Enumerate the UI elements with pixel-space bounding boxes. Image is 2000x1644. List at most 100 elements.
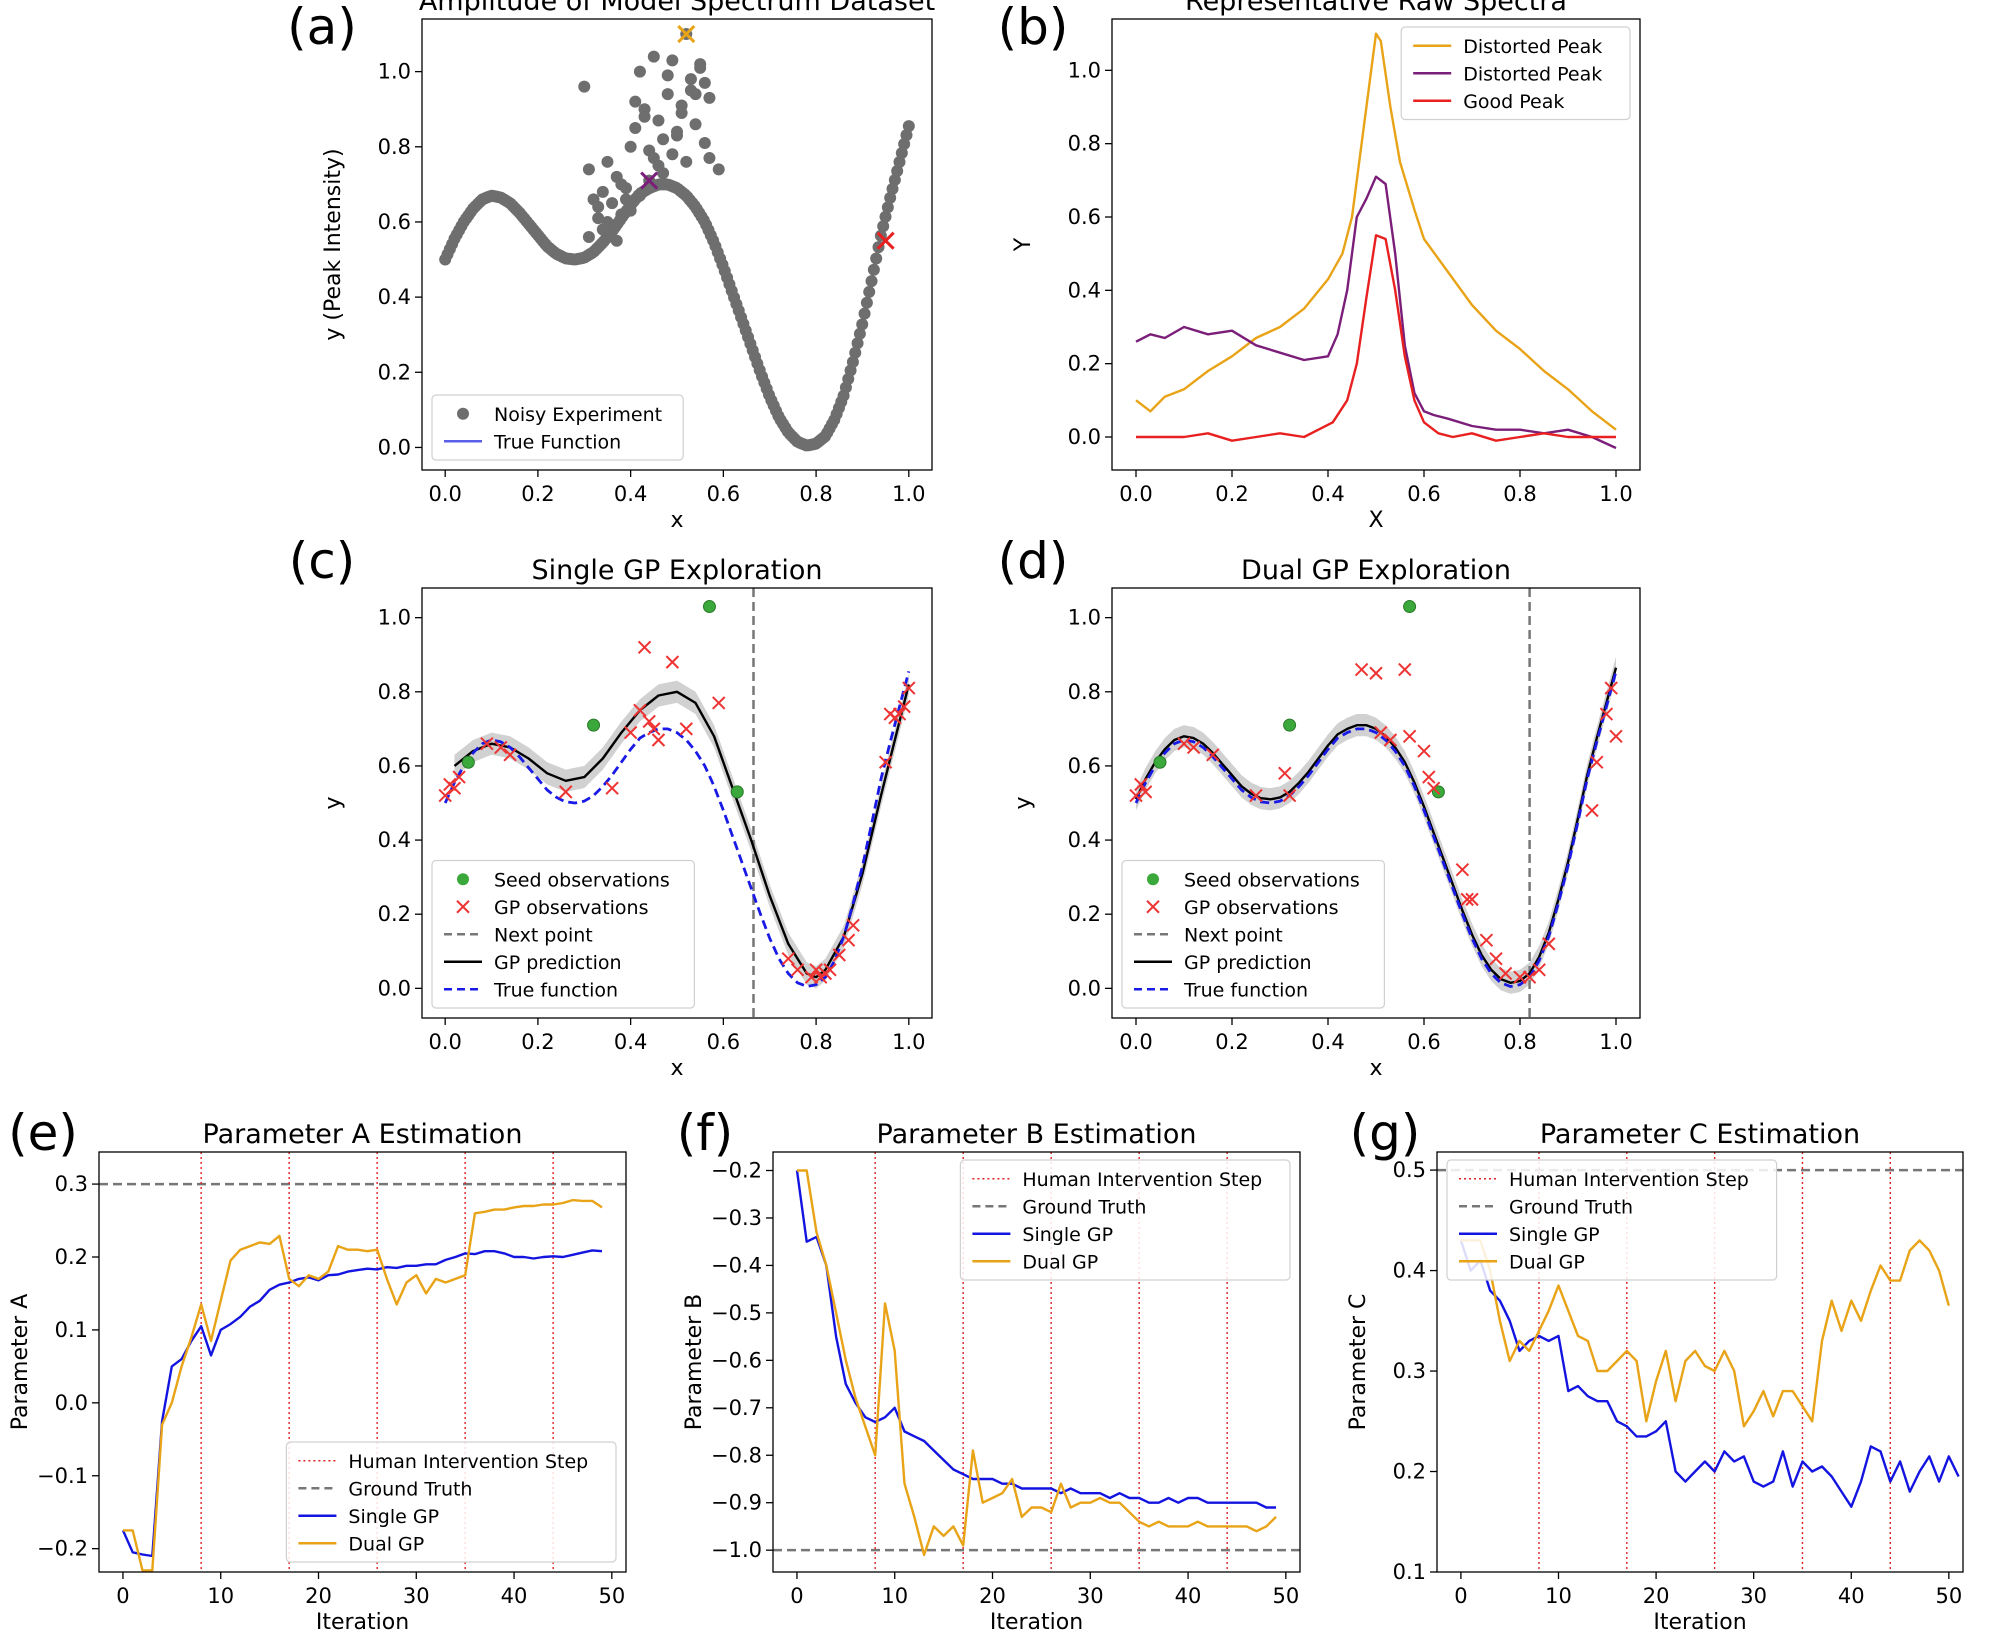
legend-entry: GP observations	[1184, 897, 1339, 919]
series-dual-gp-line	[123, 1198, 603, 1572]
y-tick-label: −1.0	[711, 1538, 762, 1562]
y-tick-label: 0.1	[55, 1318, 88, 1342]
x-marker	[677, 24, 696, 44]
panel-f: 0 10 20 30 40 50 −0.2 −0.3 −0.4 −0.5 −0.6 −0.7 −0.8 −…	[677, 1104, 1301, 1635]
data-point	[596, 185, 609, 198]
axes-frame	[98, 1151, 627, 1573]
x-marker	[1532, 963, 1546, 977]
axes-frame	[421, 18, 933, 471]
data-point	[633, 65, 646, 78]
x-axis-label: x	[1369, 1056, 1382, 1081]
y-tick-label: 0.8	[378, 135, 411, 159]
x-marker	[438, 788, 452, 803]
x-marker	[494, 740, 508, 755]
data-point	[884, 191, 897, 204]
legend-entry: Ground Truth	[348, 1478, 472, 1500]
x-tick-label: 30	[1077, 1584, 1104, 1608]
y-axis-label: Y	[1011, 237, 1036, 252]
panel-b: 0.0 0.2 0.4 0.6 0.8 1.0 0.0 0.2 0.4 0.6 0.8 1.0 X Y Re…	[998, 0, 1641, 533]
data-point	[629, 95, 642, 108]
data-point	[624, 140, 637, 153]
x-tick-label: 10	[881, 1584, 908, 1608]
x-tick-label: 40	[1175, 1584, 1202, 1608]
legend: Seed observations GP observations Next poi…	[431, 859, 695, 1009]
data-point	[638, 103, 651, 116]
data-point	[888, 173, 901, 186]
x-tick-label: 0.8	[1503, 1030, 1536, 1054]
x-marker	[846, 918, 860, 933]
x-marker	[452, 770, 466, 784]
x-marker	[1177, 736, 1191, 751]
data-point	[900, 129, 913, 142]
x-marker	[1354, 662, 1369, 677]
x-marker	[809, 963, 823, 977]
x-marker	[1585, 803, 1599, 818]
x-axis-label: Iteration	[1653, 1610, 1746, 1635]
data-point	[647, 50, 660, 63]
x-tick-label: 20	[305, 1584, 332, 1608]
legend-entry: GP prediction	[1184, 952, 1312, 974]
data-point	[610, 234, 623, 247]
y-tick-label: −0.2	[37, 1537, 88, 1561]
x-marker	[480, 736, 494, 751]
y-tick-label: −0.2	[711, 1159, 762, 1183]
y-tick-label: −0.9	[711, 1491, 762, 1515]
y-tick-label: 0.2	[378, 902, 411, 926]
data-point	[689, 88, 702, 101]
x-marker	[1417, 744, 1431, 758]
y-axis-label: y	[1011, 796, 1036, 809]
legend-entry: Single GP	[1509, 1224, 1600, 1246]
y-tick-label: 0.0	[55, 1391, 88, 1415]
seed-point	[461, 755, 475, 769]
legend-box	[431, 394, 684, 461]
x-marker	[1369, 666, 1383, 680]
x-marker	[1460, 892, 1474, 907]
y-tick-label: 0.0	[378, 435, 411, 459]
data-point	[657, 133, 670, 146]
chart-title: Parameter B Estimation	[877, 1119, 1197, 1150]
panel-g: 0 10 20 30 40 50 0.1 0.2 0.3 0.4 0.5 Iteration Param…	[1346, 1104, 1964, 1635]
x-axis-label: X	[1368, 508, 1383, 533]
data-point	[851, 337, 864, 350]
series-distorted-peak-line	[1135, 32, 1617, 431]
seed-point	[702, 600, 716, 614]
data-point	[661, 88, 674, 101]
x-tick-label: 0.6	[707, 482, 740, 506]
x-marker	[1542, 937, 1556, 951]
y-tick-label: 0.8	[1068, 680, 1101, 704]
data-point	[867, 263, 880, 276]
y-tick-label: 0.4	[378, 285, 411, 309]
data-point	[582, 163, 595, 176]
y-tick-label: 1.0	[1068, 58, 1101, 82]
x-marker	[1465, 892, 1479, 907]
x-tick-label: 0.6	[707, 1030, 740, 1054]
x-tick-label: 30	[1740, 1584, 1767, 1608]
y-tick-label: 1.0	[378, 60, 411, 84]
x-marker	[1134, 777, 1148, 792]
x-tick-label: 40	[501, 1584, 528, 1608]
data-point	[592, 200, 605, 213]
x-tick-label: 20	[1643, 1584, 1670, 1608]
legend-entry: Seed observations	[1184, 869, 1360, 891]
y-tick-label: −0.4	[711, 1253, 762, 1277]
data-point	[856, 318, 869, 331]
panel-e: 0 10 20 30 40 50 −0.2 −0.1 0.0 0.1 0.2 0.3 Iteration…	[8, 1104, 627, 1635]
x-marker	[503, 748, 517, 762]
x-tick-label: 30	[403, 1584, 430, 1608]
data-point	[601, 155, 614, 168]
data-point	[870, 252, 883, 265]
x-marker	[647, 722, 661, 736]
y-axis-label: Parameter A	[8, 1294, 33, 1431]
data-point	[863, 285, 876, 298]
x-tick-label: 0.2	[1215, 482, 1248, 506]
y-tick-label: −0.7	[711, 1396, 762, 1420]
y-tick-label: −0.6	[711, 1348, 762, 1372]
data-point	[712, 163, 725, 176]
x-tick-label: 0.2	[521, 1030, 554, 1054]
x-tick-label: 50	[1272, 1584, 1299, 1608]
legend-entry: GP observations	[494, 897, 649, 919]
y-tick-label: 0.3	[55, 1172, 88, 1196]
y-axis-label: y (Peak Intensity)	[321, 148, 346, 340]
plot-area	[1135, 32, 1617, 450]
data-point	[694, 61, 707, 74]
